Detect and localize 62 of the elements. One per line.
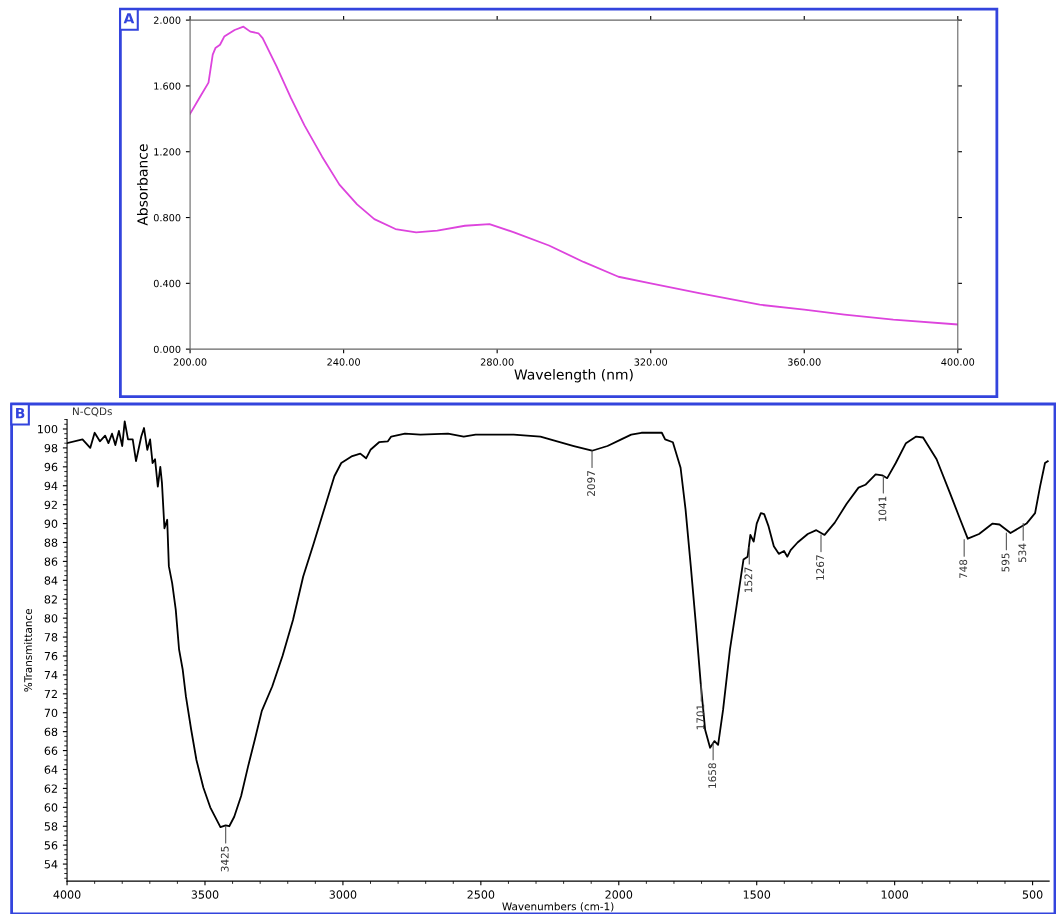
y-tick-label: 0.000 <box>153 345 181 353</box>
x-tick-label: 3000 <box>329 890 357 899</box>
y-tick-label: 56 <box>44 841 58 850</box>
annotation: 1658 <box>708 763 717 788</box>
x-tick-label: 4000 <box>53 890 81 899</box>
x-tick-label: 2000 <box>605 890 633 899</box>
y-tick-label: 90 <box>44 519 58 528</box>
y-tick-label: 66 <box>44 746 58 755</box>
y-tick-label: 84 <box>44 576 58 585</box>
y-tick-label: 96 <box>44 462 58 472</box>
x-tick-label: 1000 <box>881 890 909 899</box>
x-tick-label: 240.00 <box>327 358 360 366</box>
y-tick-label: 60 <box>44 803 58 812</box>
chart-title: A <box>123 13 135 24</box>
chart-title: B <box>16 408 25 419</box>
y-tick-label: 86 <box>44 557 58 566</box>
y-tick-label: 54 <box>44 860 58 869</box>
y-tick-label: 88 <box>44 538 58 547</box>
annotation: 2097 <box>587 471 596 496</box>
y-tick-label: 2.000 <box>153 16 181 24</box>
y-axis-title: %Transmittance <box>23 608 33 692</box>
y-tick-label: 58 <box>44 822 58 831</box>
y-tick-label: 82 <box>44 595 57 604</box>
series-label: N-CQDs <box>72 407 112 417</box>
annotation: 748 <box>959 559 968 579</box>
line-series <box>190 25 958 326</box>
y-tick-label: 100 <box>38 424 58 434</box>
x-tick-label: 2500 <box>467 890 495 899</box>
x-tick-label: 200.00 <box>173 358 207 366</box>
y-tick-label: 0.800 <box>153 214 181 222</box>
y-tick-label: 70 <box>44 708 58 718</box>
y-tick-label: 72 <box>44 689 57 699</box>
annotation: 1701 <box>696 704 705 730</box>
y-tick-label: 62 <box>44 784 57 793</box>
y-tick-label: 74 <box>44 671 58 680</box>
x-tick-label: 3500 <box>191 890 219 899</box>
annotation: 3425 <box>220 846 229 872</box>
annotation: 534 <box>1018 543 1027 563</box>
y-tick-label: 78 <box>44 633 58 642</box>
x-tick-label: 280.00 <box>480 358 514 366</box>
y-tick-label: 0.400 <box>153 279 181 288</box>
x-tick-label: 320.00 <box>634 358 668 366</box>
y-tick-label: 68 <box>44 727 58 737</box>
y-tick-label: 1.200 <box>154 148 181 156</box>
y-tick-label: 1.600 <box>154 82 181 90</box>
y-tick-label: 64 <box>44 765 58 774</box>
x-tick-label: 500 <box>1022 890 1043 899</box>
x-axis-title: Wavelength (nm) <box>514 368 633 383</box>
y-axis-title: Absorbance <box>137 144 148 226</box>
x-tick-label: 360.00 <box>787 358 821 366</box>
annotation: 1527 <box>744 567 753 593</box>
y-tick-label: 94 <box>44 481 58 491</box>
y-tick-label: 76 <box>44 651 58 661</box>
x-tick-label: 400.00 <box>941 358 975 366</box>
annotation: 1041 <box>878 496 887 522</box>
y-tick-label: 98 <box>44 443 58 453</box>
annotation: 595 <box>1001 553 1010 572</box>
x-tick-label: 1500 <box>743 890 771 899</box>
y-tick-label: 80 <box>44 614 58 623</box>
annotation: 1267 <box>816 555 825 580</box>
y-tick-label: 92 <box>44 500 57 510</box>
x-axis-title: Wavenumbers (cm-1) <box>502 902 614 912</box>
